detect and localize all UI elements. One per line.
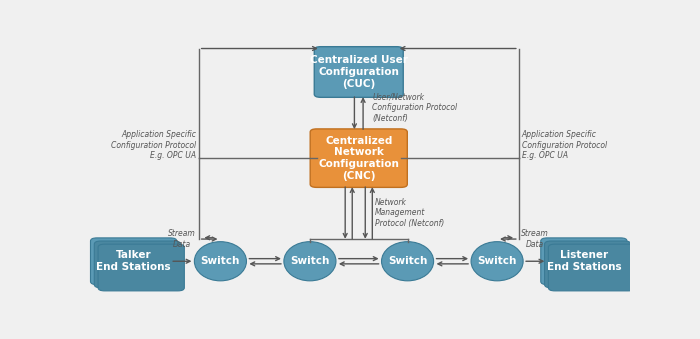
Text: Switch: Switch	[290, 256, 330, 266]
Text: Centralized User
Configuration
(CUC): Centralized User Configuration (CUC)	[310, 55, 407, 88]
Text: Application Specific
Configuration Protocol
E.g. OPC UA: Application Specific Configuration Proto…	[522, 130, 607, 160]
Ellipse shape	[284, 242, 336, 281]
Text: Application Specific
Configuration Protocol
E.g. OPC UA: Application Specific Configuration Proto…	[111, 130, 196, 160]
FancyBboxPatch shape	[545, 241, 631, 288]
FancyBboxPatch shape	[310, 129, 407, 187]
Ellipse shape	[195, 242, 246, 281]
Ellipse shape	[382, 242, 433, 281]
Text: Switch: Switch	[388, 256, 427, 266]
FancyBboxPatch shape	[98, 244, 184, 291]
FancyBboxPatch shape	[548, 244, 635, 291]
FancyBboxPatch shape	[541, 238, 627, 285]
FancyBboxPatch shape	[90, 238, 176, 285]
Text: Centralized
Network
Configuration
(CNC): Centralized Network Configuration (CNC)	[318, 136, 399, 181]
FancyBboxPatch shape	[314, 47, 403, 97]
Text: Switch: Switch	[201, 256, 240, 266]
Text: Talker
End Stations: Talker End Stations	[97, 251, 171, 272]
Text: Stream
Data: Stream Data	[522, 230, 549, 249]
Text: Network
Management
Protocol (Netconf): Network Management Protocol (Netconf)	[375, 198, 444, 228]
Text: User/Network
Configuration Protocol
(Netconf): User/Network Configuration Protocol (Net…	[372, 93, 457, 123]
Text: Listener
End Stations: Listener End Stations	[547, 251, 621, 272]
Text: Stream
Data: Stream Data	[169, 230, 196, 249]
FancyBboxPatch shape	[94, 241, 181, 288]
Text: Switch: Switch	[477, 256, 517, 266]
Ellipse shape	[471, 242, 523, 281]
